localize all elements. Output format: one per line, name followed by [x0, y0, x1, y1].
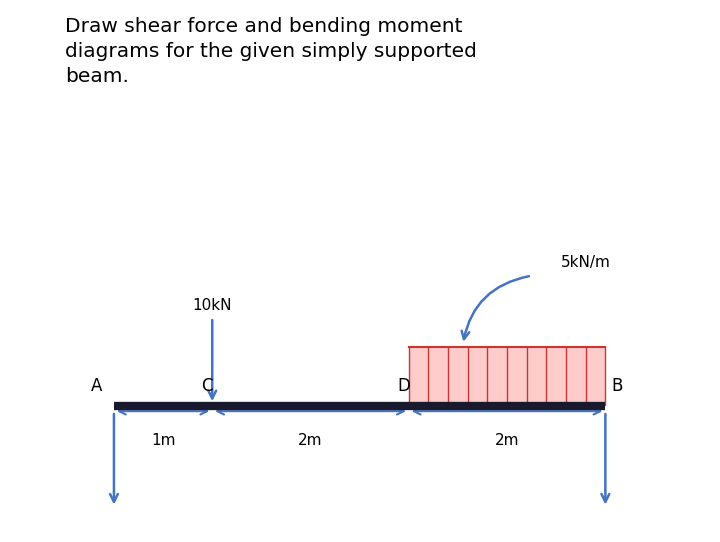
Text: 10kN: 10kN: [192, 298, 232, 313]
Text: 2m: 2m: [298, 433, 323, 448]
Text: 2m: 2m: [495, 433, 519, 448]
Text: 1m: 1m: [150, 433, 176, 448]
Text: C: C: [202, 377, 213, 395]
Text: 5kN/m: 5kN/m: [561, 255, 611, 270]
Text: A: A: [91, 377, 102, 395]
Bar: [409, 347, 606, 406]
Text: D: D: [397, 377, 410, 395]
Text: B: B: [611, 377, 623, 395]
Text: Draw shear force and bending moment
diagrams for the given simply supported
beam: Draw shear force and bending moment diag…: [65, 17, 477, 86]
